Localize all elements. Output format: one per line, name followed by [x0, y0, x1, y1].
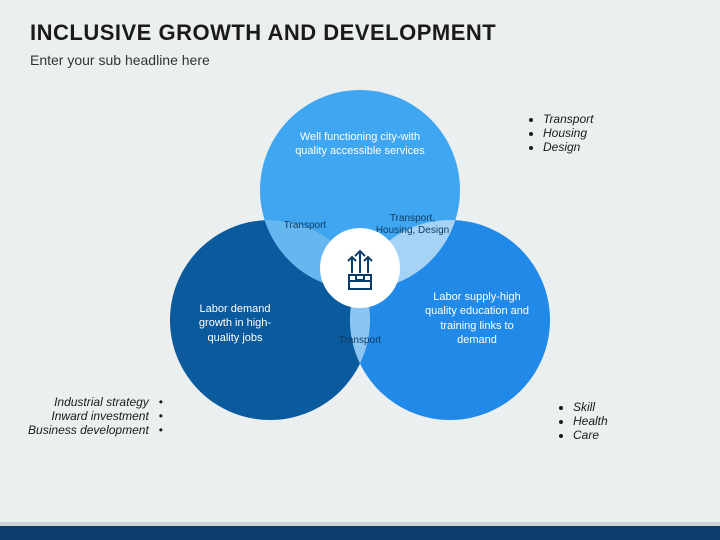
footer-bar — [0, 526, 720, 540]
bullet-item: Design — [543, 140, 593, 154]
center-icon-container — [320, 228, 400, 308]
bullet-item: Industrial strategy — [18, 395, 163, 409]
page-subtitle: Enter your sub headline here — [30, 52, 496, 68]
inner-top-right-label: Transport, Housing, Design — [375, 213, 450, 237]
bullets-bottom-right: Skill Health Care — [555, 400, 608, 442]
petal-left-label: Labor demand growth in high-quality jobs — [185, 302, 285, 345]
petal-right-label: Labor supply-high quality education and … — [422, 290, 532, 347]
bullets-top-right: Transport Housing Design — [525, 112, 593, 154]
bullet-item: Skill — [573, 400, 608, 414]
venn-diagram: Well functioning city-with quality acces… — [170, 90, 550, 470]
petal-top-label: Well functioning city-with quality acces… — [295, 130, 425, 159]
bullet-item: Inward investment — [18, 409, 163, 423]
inner-bottom-label: Transport — [325, 335, 395, 346]
inner-top-left-label: Transport — [270, 220, 340, 231]
bullet-item: Housing — [543, 126, 593, 140]
bullet-item: Health — [573, 414, 608, 428]
bullet-item: Transport — [543, 112, 593, 126]
bullet-item: Care — [573, 428, 608, 442]
arrows-box-icon — [337, 245, 383, 291]
bullets-bottom-left: Industrial strategy Inward investment Bu… — [18, 395, 163, 437]
header: INCLUSIVE GROWTH AND DEVELOPMENT Enter y… — [30, 20, 496, 68]
bullet-item: Business development — [18, 423, 163, 437]
page-title: INCLUSIVE GROWTH AND DEVELOPMENT — [30, 20, 496, 46]
